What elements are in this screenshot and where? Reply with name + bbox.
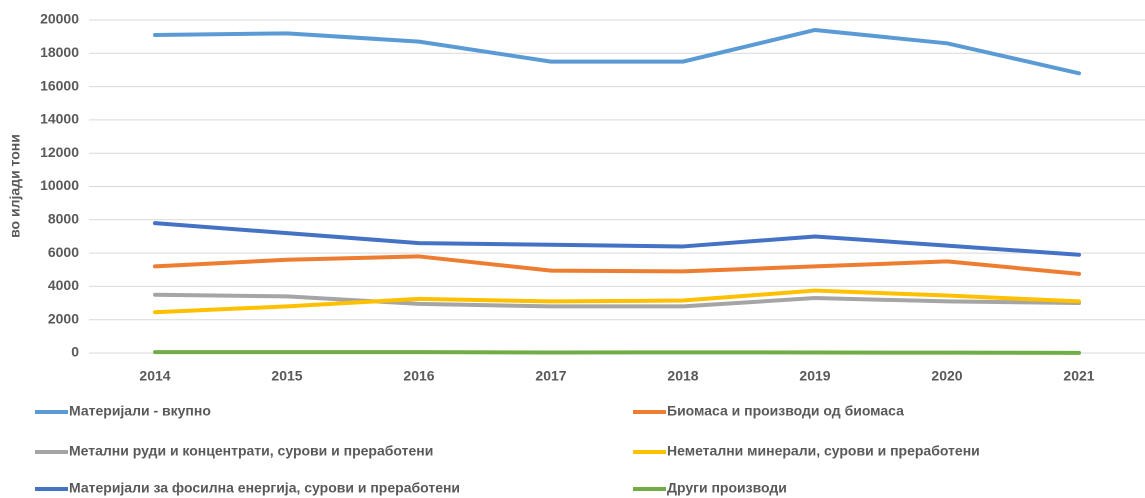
y-axis-label: во илјади тони xyxy=(7,134,23,238)
y-tick-label: 12000 xyxy=(40,144,79,160)
x-tick-label: 2016 xyxy=(403,368,434,384)
y-tick-label: 4000 xyxy=(48,277,79,293)
x-tick-label: 2017 xyxy=(535,368,566,384)
y-tick-label: 14000 xyxy=(40,111,79,127)
x-tick-label: 2020 xyxy=(931,368,962,384)
legend-label: Материјали за фосилна енергија, сурови и… xyxy=(69,480,460,496)
x-tick-label: 2021 xyxy=(1063,368,1094,384)
legend-label: Метални руди и концентрати, сурови и пре… xyxy=(69,443,433,459)
legend-label: Материјали - вкупно xyxy=(69,403,211,419)
legend-label: Други производи xyxy=(667,480,787,496)
series-line xyxy=(153,27,1081,76)
y-tick-label: 20000 xyxy=(40,11,79,27)
series-line xyxy=(153,288,1081,315)
series-line xyxy=(153,292,1081,309)
x-tick-label: 2018 xyxy=(667,368,698,384)
y-tick-label: 2000 xyxy=(48,310,79,326)
y-tick-label: 0 xyxy=(71,344,79,360)
y-tick-label: 18000 xyxy=(40,44,79,60)
series-line xyxy=(153,254,1081,276)
x-tick-label: 2014 xyxy=(139,368,170,384)
y-tick-label: 10000 xyxy=(40,177,79,193)
legend-label: Биомаса и производи од биомаса xyxy=(667,403,904,419)
y-tick-label: 8000 xyxy=(48,211,79,227)
x-tick-label: 2019 xyxy=(799,368,830,384)
y-tick-label: 6000 xyxy=(48,244,79,260)
series-line xyxy=(153,221,1081,257)
series-line xyxy=(153,350,1081,355)
legend-label: Неметални минерали, сурови и преработени xyxy=(667,443,980,459)
y-tick-label: 16000 xyxy=(40,77,79,93)
x-tick-label: 2015 xyxy=(271,368,302,384)
